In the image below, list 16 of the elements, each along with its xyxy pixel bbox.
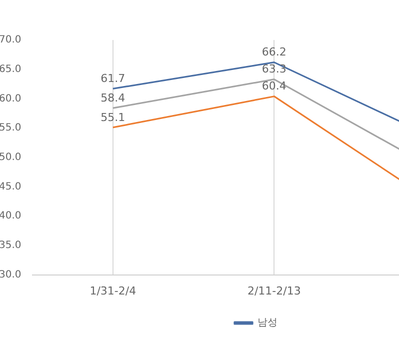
data-label: 58.4: [100, 91, 126, 104]
x-tick-label: 2/11-2/13: [247, 284, 301, 298]
data-label: 63.3: [262, 62, 286, 76]
y-tick-label: 60.0: [0, 93, 22, 104]
data-label: 61.7: [100, 72, 126, 86]
y-tick-label: 30.0: [0, 269, 22, 280]
y-tick-label: 35.0: [0, 240, 22, 252]
x-tick-label: 1/31-2/4: [90, 284, 136, 298]
data-label: 55.1: [100, 110, 126, 124]
y-tick-label: 50.0: [0, 152, 22, 163]
y-tick-label: 70.0: [0, 34, 22, 46]
y-tick-label: 65.0: [0, 64, 22, 75]
y-tick-label: 55.0: [0, 122, 22, 134]
data-label: 60.4: [262, 80, 286, 93]
data-label: 66.2: [262, 46, 286, 59]
legend-label: 남성: [258, 318, 278, 329]
